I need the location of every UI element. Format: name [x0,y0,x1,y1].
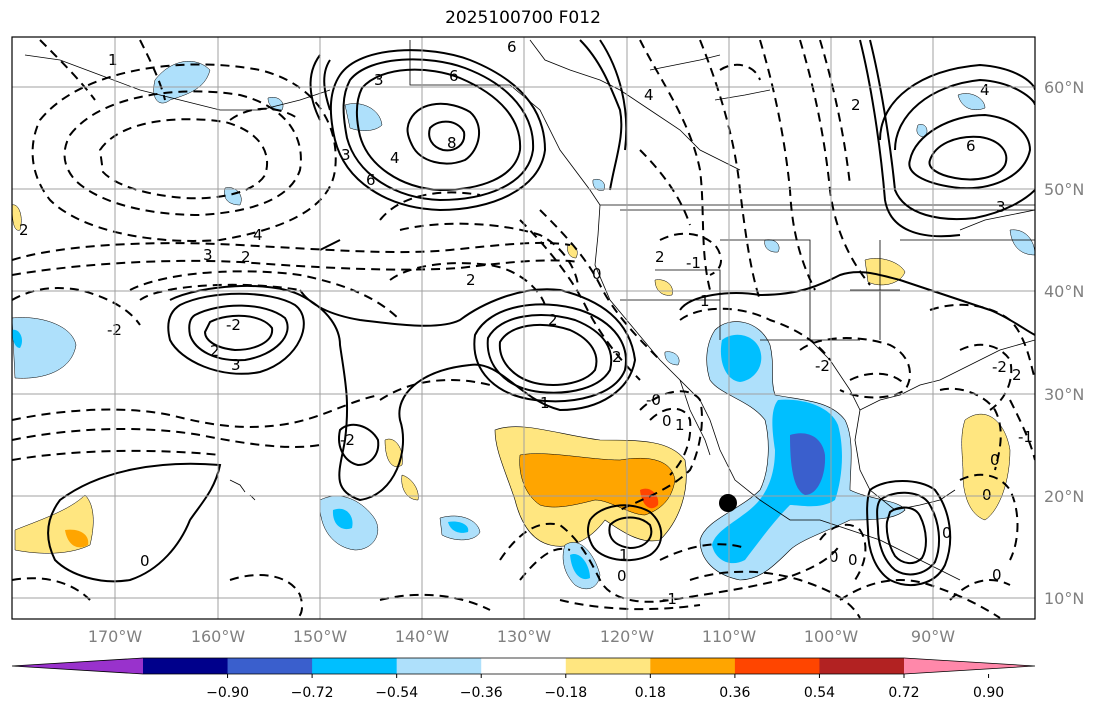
contour-label: 2 [210,342,220,360]
contour-label: 0 [140,552,150,570]
contour-label: 2 [241,248,251,266]
lat-label: 30°N [1044,385,1084,404]
contour-label: -2 [226,316,241,334]
colorbar-tick-label: −0.18 [544,685,587,701]
contour-label: 3 [341,146,351,164]
colorbar-tick-label: 0.72 [888,685,919,701]
contour-label: 6 [507,38,517,56]
longitude-labels: 170°W 160°W 150°W 140°W 130°W 120°W 110°… [88,627,955,646]
contour-label: 0 [992,566,1002,584]
contour-label: 8 [447,134,457,152]
contour-label: 2 [851,96,861,114]
contour-label: 2 [655,248,665,266]
lat-label: 60°N [1044,78,1084,97]
contour-label: 2 [612,348,622,366]
contour-label: -1 [1018,428,1033,446]
lat-label: 10°N [1044,589,1084,608]
colorbar-tick-label: −0.36 [460,685,503,701]
contour-label: 3 [203,246,213,264]
contour-label: 0 [942,524,952,542]
lat-label: 40°N [1044,282,1084,301]
colorbar-segment [565,658,651,674]
lat-label: 50°N [1044,180,1084,199]
lon-label: 170°W [88,627,143,646]
contour-label: 2 [19,221,29,239]
colorbar-tick-label: −0.54 [375,685,418,701]
contour-label: -2 [340,431,355,449]
colorbar-segment [312,658,398,674]
colorbar-segment [650,658,736,674]
contour-label: -1 [662,590,677,608]
contour-label: 2 [548,311,558,329]
contour-label-group: 6 3 6 8 4 6 3 4 2 4 6 3 4 2 3 -2 2 3 2 2… [19,38,1033,608]
lon-label: 160°W [191,627,246,646]
contour-label: -2 [107,321,122,339]
contour-label: 0 [848,551,858,569]
contour-label: 3 [231,356,241,374]
lon-label: 90°W [911,627,955,646]
lon-label: 110°W [702,627,757,646]
latitude-labels: 60°N 50°N 40°N 30°N 20°N 10°N [1044,78,1084,608]
contour-label: 1 [540,394,550,412]
colorbar-tick-label: 0.36 [719,685,750,701]
contour-label: -2 [815,357,830,375]
contour-label: 0 [990,451,1000,469]
colorbar-segment [481,658,567,674]
contour-label: 3 [374,71,384,89]
lat-label: 20°N [1044,487,1084,506]
contour-label: 4 [253,226,263,244]
contour-label: 1 [108,51,118,69]
contours-dashed [12,39,1035,619]
colorbar-segment [143,658,229,674]
colorbar-tick-label: 0.54 [804,685,835,701]
contour-label: 0 [617,567,627,585]
contour-label: 1 [619,546,629,564]
location-marker[interactable] [719,494,737,512]
contour-label: -1 [686,254,701,272]
contour-label: 4 [390,149,400,167]
contour-label: 1 [675,416,685,434]
contour-label: 1 [700,292,710,310]
contour-label: -0 [646,391,661,409]
contour-label: 0 [662,412,672,430]
shaded-fields [12,61,1035,590]
contour-label: 3 [996,198,1006,216]
lon-label: 150°W [293,627,348,646]
graticule [12,37,1035,619]
contour-label: 0 [982,486,992,504]
contour-label: 4 [980,81,990,99]
colorbar-segment [734,658,820,674]
contour-label: 6 [449,67,459,85]
map-title: 2025100700 F012 [445,8,601,28]
colorbar-tick-label: 0.18 [635,685,666,701]
contour-label: -2 [992,358,1007,376]
colorbar-segment [227,658,313,674]
colorbar-extend-low [12,658,143,674]
contour-label: 4 [644,86,654,104]
colorbar-tick-label: 0.90 [973,685,1004,701]
lon-label: 130°W [497,627,552,646]
lon-label: 100°W [804,627,859,646]
coastlines [24,39,1035,581]
colorbar-extend-high [904,658,1035,674]
contour-label: 6 [966,137,976,155]
contour-label: 6 [366,171,376,189]
colorbar: −0.90 −0.72 −0.54 −0.36 −0.18 0.18 0.36 0.54 0.7… [11,657,1036,701]
lon-label: 140°W [395,627,450,646]
colorbar-tick-label: −0.72 [291,685,334,701]
colorbar-tick-label: −0.90 [206,685,249,701]
map-frame [11,36,1036,620]
contour-label: 2 [466,271,476,289]
colorbar-segment [396,658,482,674]
contour-label: 0 [829,548,839,566]
contour-label: 2 [1012,366,1022,384]
contour-label: 0 [592,265,602,283]
colorbar-outline [11,657,1036,675]
lon-label: 120°W [600,627,655,646]
colorbar-segment [819,658,905,674]
